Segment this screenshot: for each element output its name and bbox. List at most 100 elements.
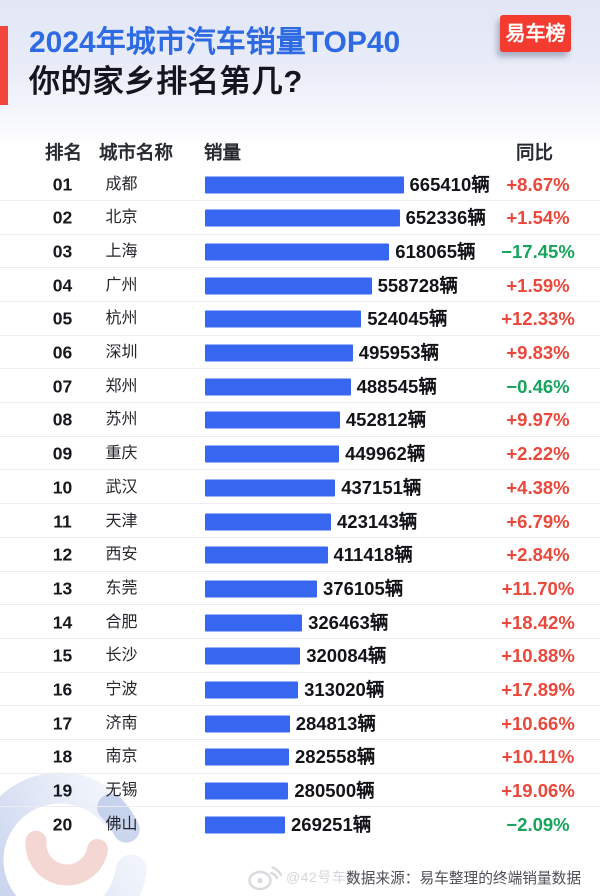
city-cell: 成都 [105,175,138,193]
title-accent-bar [0,26,8,105]
table-row: 12 西安 411418辆 +2.84% [0,538,600,572]
sales-value: 437151辆 [341,476,422,498]
sales-bar [204,681,299,699]
data-source-note: 数据来源：易车整理的终端销量数据 [346,870,582,887]
city-cell: 杭州 [105,310,138,328]
table-row: 04 广州 558728辆 +1.59% [0,268,600,303]
city-cell: 长沙 [105,647,138,665]
yoy-cell: +17.89% [501,678,575,700]
yoy-cell: −17.45% [501,240,575,262]
city-cell: 武汉 [105,478,138,496]
sales-value: 280500辆 [294,779,375,801]
sales-value: 524045辆 [367,308,448,330]
rank-cell: 01 [52,173,73,194]
sales-bar [204,546,328,564]
rank-cell: 14 [52,611,73,632]
rank-cell: 11 [53,510,72,531]
footer: @42号车库 数据来源：易车整理的终端销量数据 [0,858,600,896]
yoy-cell: +6.79% [506,510,570,532]
table-row: 05 杭州 524045辆 +12.33% [0,302,600,336]
table-row: 13 东莞 376105辆 +11.70% [0,572,600,606]
rank-cell: 12 [52,544,73,565]
sales-value: 411418辆 [333,543,413,565]
table-header: 排名 城市名称 销量 同比 [0,142,600,164]
sales-value: 665410辆 [409,173,490,195]
city-cell: 深圳 [105,344,138,362]
table-row: 01 成都 665410辆 +8.67% [0,167,600,201]
yoy-cell: +18.42% [501,611,575,633]
rank-cell: 09 [52,443,73,464]
table-row: 20 佛山 269251辆 −2.09% [0,807,600,841]
table-row: 15 长沙 320084辆 +10.88% [0,639,600,673]
rank-cell: 18 [52,746,73,767]
sales-bar [204,277,372,295]
page-title: 2024年城市汽车销量TOP40 [29,26,401,59]
sales-value: 495953辆 [358,341,440,363]
sales-bar [204,445,340,463]
table-row: 18 南京 282558辆 +10.11% [0,740,600,774]
sales-bar [204,715,290,733]
sales-value: 320084辆 [306,645,387,667]
sales-value: 488545辆 [356,375,437,397]
table-row: 17 济南 284813辆 +10.66% [0,706,600,740]
city-cell: 重庆 [105,445,138,463]
city-cell: 天津 [105,512,138,530]
yoy-cell: −0.46% [506,375,570,397]
yoy-cell: +10.66% [501,712,575,734]
sales-value: 558728辆 [377,274,458,296]
sales-bar [204,782,289,800]
rank-cell: 16 [52,679,73,700]
rank-cell: 20 [52,814,73,835]
rank-cell: 13 [52,578,73,599]
sales-value: 376105辆 [323,577,404,599]
yoy-cell: +1.54% [506,207,570,229]
yoy-cell: +10.88% [501,645,575,667]
table-row: 08 苏州 452812辆 +9.97% [0,403,600,437]
brand-badge: 易车榜 [500,15,571,52]
yoy-cell: +9.83% [506,341,570,363]
sales-value: 449962辆 [345,442,426,464]
rank-cell: 02 [52,207,73,228]
yoy-cell: +10.11% [501,746,575,768]
yoy-cell: +2.84% [506,543,570,565]
sales-bar [204,614,303,632]
sales-value: 282558辆 [295,746,376,768]
rank-cell: 03 [52,241,73,262]
rank-cell: 05 [52,308,73,329]
sales-value: 618065辆 [395,240,476,262]
yoy-cell: +8.67% [506,173,570,195]
sales-bar [204,310,362,328]
rank-cell: 19 [52,780,73,801]
rank-cell: 04 [52,274,73,295]
rank-cell: 06 [52,342,73,363]
city-cell: 宁波 [105,680,138,698]
table-row: 10 武汉 437151辆 +4.38% [0,470,600,505]
yoy-cell: +19.06% [501,779,575,801]
city-cell: 佛山 [105,816,138,834]
rank-cell: 10 [52,477,73,498]
yoy-cell: −2.09% [506,813,570,835]
yoy-cell: +11.70% [501,577,575,599]
page-subtitle: 你的家乡排名第几? [29,64,304,99]
weibo-icon [248,865,282,890]
sales-bar [204,209,400,227]
sales-bar [204,411,340,429]
column-header-rank: 排名 [44,142,83,163]
city-cell: 广州 [105,276,138,294]
ranking-table: 01 成都 665410辆 +8.67% 02 北京 652336辆 +1.54% 03 上海 61… [0,167,600,841]
weibo-watermark: @42号车库 [247,858,361,896]
table-row: 09 重庆 449962辆 +2.22% [0,437,600,471]
table-row: 14 合肥 326463辆 +18.42% [0,605,600,639]
table-row: 06 深圳 495953辆 +9.83% [0,336,600,370]
sales-bar [204,479,336,497]
column-header-yoy: 同比 [515,142,554,163]
sales-value: 284813辆 [295,712,376,734]
city-cell: 上海 [105,243,138,261]
yoy-cell: +1.59% [506,274,570,296]
city-cell: 南京 [105,748,138,766]
yoy-cell: +2.22% [506,442,570,464]
sales-value: 313020辆 [304,678,385,700]
city-cell: 东莞 [105,579,138,597]
yoy-cell: +9.97% [506,409,570,431]
sales-bar [204,176,404,194]
